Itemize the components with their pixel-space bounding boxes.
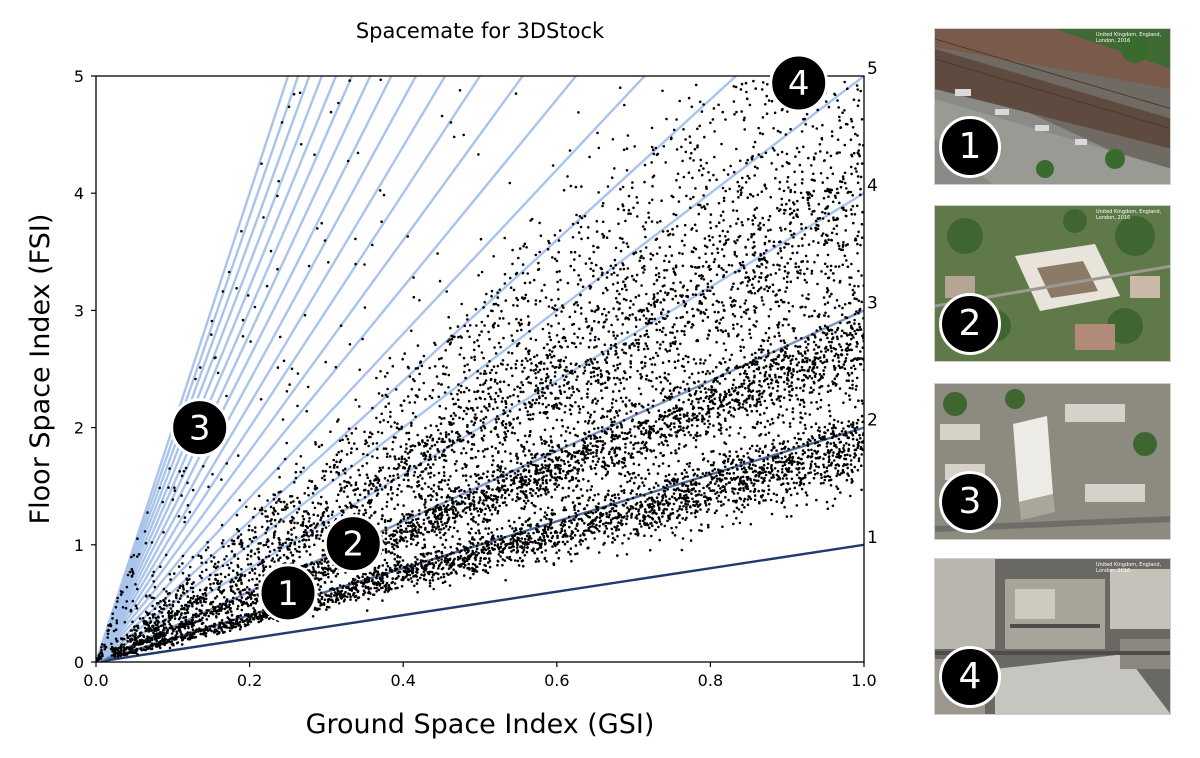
reference-line-label: 4 [867,176,878,196]
area-marker-circle [258,563,318,623]
reference-line [96,76,324,662]
reference-line [96,76,290,662]
plot-frame [95,75,865,663]
scatter-points [96,76,864,662]
y-axis-title: Floor Space Index (FSI) [25,214,56,525]
reference-line [96,76,418,662]
x-tick-label: 0.4 [390,671,415,690]
y-tick-label: 1 [74,536,84,555]
x-tick-label: 1.0 [851,671,876,690]
reference-line [96,76,646,662]
area-marker-label: 2 [342,525,364,565]
aerial-photo-2: United Kingdom, England, London, 2016 2 [934,205,1171,362]
area-marker-label: 4 [788,64,810,104]
y-axis-ticks: 0 1 2 3 4 5 [74,67,96,672]
reference-line [96,76,354,662]
reference-line [96,76,524,662]
aerial-photo-3: 3 [934,383,1171,540]
reference-lines [96,76,864,662]
area-marker-circle [323,514,383,574]
y-tick-label: 2 [74,419,84,438]
reference-line [96,76,577,662]
aerial-photo-1: United Kingdom, England, London, 2016 1 [934,28,1171,185]
x-tick-label: 0.8 [698,671,723,690]
reference-line-label: 5 [867,59,878,79]
spacemate-chart: Spacemate for 3DStock 0.0 0.2 0.4 0.6 0.8 1.0… [25,19,878,740]
area-marker-label: 3 [189,409,211,449]
x-axis-title: Ground Space Index (GSI) [306,709,655,740]
reference-line [96,543,864,662]
photo-2-badge: 2 [939,293,1001,355]
area-marker-label: 1 [277,574,299,614]
aerial-photo-4: United Kingdom, England, London, 2016 4 [934,558,1171,715]
reference-line-label: 2 [867,411,878,431]
photo-1-caption: United Kingdom, England, London, 2016 [1096,32,1162,44]
y-tick-label: 4 [74,184,84,203]
y-tick-label: 5 [74,67,84,86]
area-marker-circle [170,398,230,458]
reference-line [96,76,311,662]
photo-4-badge: 4 [939,646,1001,708]
reference-line [96,76,393,662]
photo-4-caption: United Kingdom, England, London, 2016 [1096,562,1162,574]
reference-line [96,76,447,662]
photo-2-caption: United Kingdom, England, London, 2016 [1096,209,1162,221]
photo-3-badge: 3 [939,471,1001,533]
area-marker-circle [769,53,829,113]
x-axis-ticks: 0.0 0.2 0.4 0.6 0.8 1.0 [83,662,877,690]
reference-line [96,76,864,662]
reference-line-labels: 1 2 3 4 5 [867,59,878,548]
x-tick-label: 0.2 [237,671,262,690]
photo-1-badge: 1 [939,116,1001,178]
reference-line [96,76,338,662]
chart-title: Spacemate for 3DStock [356,19,605,43]
reference-line [96,76,372,662]
area-markers: 1 2 3 4 [170,53,829,623]
x-tick-label: 0.0 [83,671,108,690]
reference-line [96,76,300,662]
reference-line-label: 3 [867,293,878,313]
y-tick-label: 0 [74,653,84,672]
reference-line-label: 1 [867,528,878,548]
x-tick-label: 0.6 [544,671,569,690]
reference-line [96,76,482,662]
scatter-point-cloud [96,76,864,662]
y-tick-label: 3 [74,301,84,320]
